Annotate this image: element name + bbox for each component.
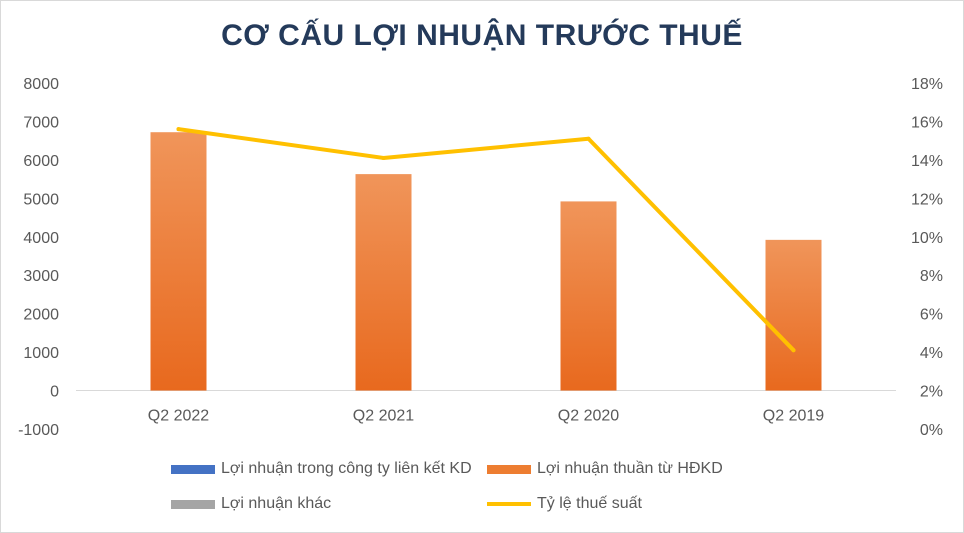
x-axis-category-label: Q2 2020 [558,408,619,425]
y-axis-tick-label: 6000 [23,153,59,170]
legend-item-operating-profit: Lợi nhuận thuần từ HĐKD [487,460,723,478]
legend-item-associates: Lợi nhuận trong công ty liên kết KD [171,460,472,478]
legend-swatch-operating-profit [487,464,531,474]
bar-operating-profit [765,239,822,391]
y-axis-tick-label: 2000 [23,307,59,324]
y-axis-tick-label: 5000 [23,191,59,208]
legend-label-operating-profit: Lợi nhuận thuần từ HĐKD [537,460,723,477]
y2-axis-tick-label: 0% [920,422,943,439]
y2-axis-tick-label: 6% [920,307,943,324]
bar-operating-profit [150,132,207,391]
y2-axis-tick-label: 4% [920,345,943,362]
x-axis-category-label: Q2 2021 [353,408,414,425]
y-axis-tick-label: 4000 [23,230,59,247]
y-axis-tick-label: 7000 [23,114,59,131]
legend-swatch-tax-rate [487,502,531,506]
y2-axis-tick-label: 14% [911,153,943,170]
x-axis-category-label: Q2 2022 [148,408,209,425]
y2-axis-tick-label: 10% [911,230,943,247]
y-axis-tick-label: 8000 [23,76,59,93]
legend-item-other-profit: Lợi nhuận khác [171,495,331,513]
x-axis-category-label: Q2 2019 [763,408,824,425]
y2-axis-tick-label: 12% [911,191,943,208]
y-axis-tick-label: -1000 [18,422,59,439]
legend-label-other-profit: Lợi nhuận khác [221,495,332,512]
legend-swatch-other-profit [171,499,215,509]
point-tax-rate [176,127,181,132]
legend-label-associates: Lợi nhuận trong công ty liên kết KD [221,460,472,477]
line-tax-rate [176,127,796,353]
bar-operating-profit [560,201,617,391]
legend-item-tax-rate: Tỷ lệ thuế suất [487,495,642,513]
chart-title: CƠ CẤU LỢI NHUẬN TRƯỚC THUẾ [221,19,743,52]
bar-operating-profit [355,174,412,391]
y-axis-tick-label: 0 [50,384,59,401]
y-axis-tick-label: 3000 [23,268,59,285]
legend-label-tax-rate: Tỷ lệ thuế suất [537,495,642,512]
y2-axis-tick-label: 8% [920,268,943,285]
legend-swatch-associates [171,464,215,474]
point-tax-rate [586,136,591,141]
y-axis-tick-label: 1000 [23,345,59,362]
point-tax-rate [791,348,796,353]
y2-axis-tick-label: 16% [911,114,943,131]
y2-axis-tick-label: 18% [911,76,943,93]
point-tax-rate [381,155,386,160]
y2-axis-tick-label: 2% [920,384,943,401]
